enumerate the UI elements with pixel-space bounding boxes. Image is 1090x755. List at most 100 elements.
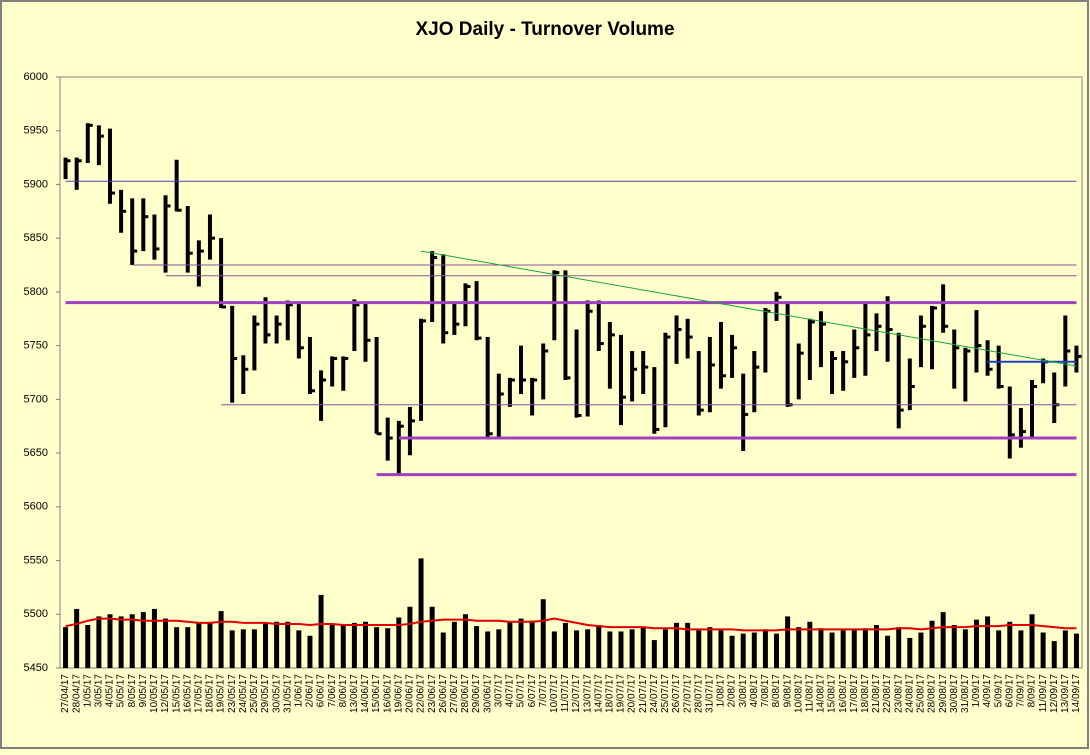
volume-bar — [696, 630, 702, 668]
x-tick-label: 11/07/17 — [560, 674, 571, 713]
x-tick-label: 9/05/17 — [138, 674, 149, 708]
plot-area — [59, 76, 1083, 669]
volume-bar — [351, 622, 357, 668]
volume-bar — [574, 630, 580, 668]
volume-bar — [951, 625, 957, 668]
x-tick-label: 28/06/17 — [460, 674, 471, 713]
volume-bar — [607, 631, 613, 668]
volume-bar — [762, 629, 768, 668]
x-tick-label: 29/06/17 — [471, 674, 482, 713]
volume-bar — [807, 621, 813, 668]
volume-bar — [229, 630, 235, 668]
volume-bar — [851, 629, 857, 668]
x-tick-label: 19/07/17 — [616, 674, 627, 713]
volume-bar — [396, 617, 402, 668]
x-tick-label: 19/05/17 — [216, 674, 227, 713]
x-tick-label: 26/06/17 — [438, 674, 449, 713]
y-tick-label: 6000 — [24, 71, 48, 83]
x-tick-label: 1/09/17 — [971, 674, 982, 708]
x-tick-label: 27/06/17 — [449, 674, 460, 713]
x-tick-label: 12/09/17 — [1049, 674, 1060, 713]
volume-bar — [929, 620, 935, 668]
volume-bar — [240, 629, 246, 668]
y-tick-label: 5700 — [24, 393, 48, 405]
x-tick-label: 3/08/17 — [738, 674, 749, 708]
x-tick-label: 5/09/17 — [993, 674, 1004, 708]
volume-bar — [107, 614, 113, 668]
volume-bar — [1062, 630, 1068, 668]
y-tick-label: 5550 — [24, 554, 48, 566]
y-tick-label: 5650 — [24, 447, 48, 459]
x-tick-label: 25/07/17 — [660, 674, 671, 713]
x-tick-label: 5/07/17 — [516, 674, 527, 708]
x-tick-label: 1/05/17 — [82, 674, 93, 708]
x-tick-label: 8/08/17 — [771, 674, 782, 708]
volume-bar — [296, 630, 302, 668]
x-tick-label: 26/07/17 — [671, 674, 682, 713]
x-tick-label: 20/06/17 — [405, 674, 416, 713]
x-tick-label: 20/07/17 — [627, 674, 638, 713]
volume-bar — [429, 606, 435, 668]
x-tick-label: 14/06/17 — [360, 674, 371, 713]
volume-bar — [385, 628, 391, 668]
x-tick-label: 25/05/17 — [249, 674, 260, 713]
x-tick-label: 28/07/17 — [693, 674, 704, 713]
volume-bar — [218, 611, 224, 668]
x-tick-label: 4/07/17 — [505, 674, 516, 708]
volume-bar — [440, 632, 446, 668]
volume-bar — [985, 616, 991, 668]
x-tick-label: 30/08/17 — [949, 674, 960, 713]
volume-bar — [962, 629, 968, 668]
volume-bar — [885, 635, 891, 668]
trend-line — [420, 250, 1077, 367]
moving-average — [65, 617, 1077, 632]
volume-bar — [96, 616, 102, 668]
x-tick-label: 2/06/17 — [305, 674, 316, 708]
volume-bar — [474, 626, 480, 668]
x-tick-label: 23/08/17 — [893, 674, 904, 713]
x-tick-label: 8/09/17 — [1027, 674, 1038, 708]
x-tick-label: 29/05/17 — [260, 674, 271, 713]
volume-bar — [274, 621, 280, 668]
volume-bar — [118, 616, 124, 668]
volume-bar — [263, 622, 269, 668]
volume-bar — [940, 612, 946, 668]
volume-bar — [729, 635, 735, 668]
volume-bar — [1051, 641, 1057, 668]
volume-bar — [751, 632, 757, 668]
x-tick-label: 14/08/17 — [816, 674, 827, 713]
x-tick-label: 4/09/17 — [982, 674, 993, 708]
volume-bar — [340, 625, 346, 668]
x-tick-label: 23/06/17 — [427, 674, 438, 713]
volume-bar — [151, 608, 157, 668]
y-tick-label: 5900 — [24, 178, 48, 190]
volume-bar — [462, 614, 468, 668]
volume-bar — [185, 627, 191, 668]
x-tick-label: 16/08/17 — [838, 674, 849, 713]
volume-bar — [196, 622, 202, 668]
volume-bar — [629, 629, 635, 668]
x-tick-label: 15/05/17 — [171, 674, 182, 713]
volume-bar — [796, 627, 802, 668]
volume-bar — [485, 631, 491, 668]
x-tick-label: 7/06/17 — [327, 674, 338, 708]
volume-bar — [551, 631, 557, 668]
volume-bar — [285, 621, 291, 668]
volume-bar — [163, 618, 169, 668]
x-tick-label: 23/05/17 — [227, 674, 238, 713]
volume-bar — [307, 635, 313, 668]
volume-bar — [973, 619, 979, 668]
x-tick-label: 30/06/17 — [482, 674, 493, 713]
volume-bar — [907, 637, 913, 668]
x-tick-label: 29/08/17 — [938, 674, 949, 713]
x-tick-label: 31/05/17 — [282, 674, 293, 713]
x-tick-label: 19/06/17 — [393, 674, 404, 713]
volume-bar — [318, 594, 324, 668]
volume-bar — [540, 599, 546, 668]
volume-bar — [585, 629, 591, 668]
x-tick-label: 28/08/17 — [927, 674, 938, 713]
volume-bar — [507, 621, 513, 668]
x-tick-label: 7/09/17 — [1016, 674, 1027, 708]
